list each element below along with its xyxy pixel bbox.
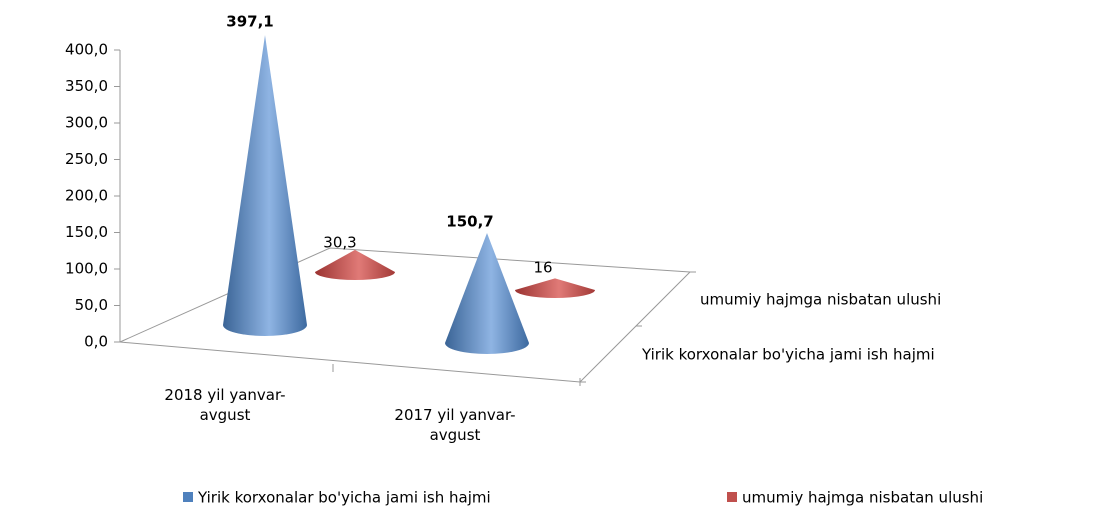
- y-tick-label: 250,0: [65, 150, 108, 168]
- y-tick-label: 200,0: [65, 187, 108, 205]
- legend-label: Yirik korxonalar bo'yicha jami ish hajmi: [197, 489, 491, 507]
- x-tick-label: 2017 yil yanvar-avgust: [394, 406, 516, 444]
- depth-label: umumiy hajmga nisbatan ulushi: [700, 291, 941, 309]
- floor-front: [119, 271, 691, 383]
- data-label: 397,1: [226, 13, 273, 31]
- cone: [445, 232, 529, 354]
- cone: [315, 249, 395, 280]
- floor-back: [119, 247, 691, 343]
- data-label: 16: [533, 259, 552, 277]
- y-tick-label: 350,0: [65, 77, 108, 95]
- y-tick-label: 150,0: [65, 223, 108, 241]
- data-label: 150,7: [446, 213, 493, 231]
- y-tick-label: 300,0: [65, 114, 108, 132]
- depth-label: Yirik korxonalar bo'yicha jami ish hajmi: [641, 346, 935, 364]
- y-tick-label: 0,0: [84, 333, 108, 351]
- cone: [515, 278, 595, 298]
- data-label: 30,3: [323, 234, 356, 252]
- legend-label: umumiy hajmga nisbatan ulushi: [742, 489, 983, 507]
- cone: [223, 35, 307, 336]
- y-tick-label: 50,0: [75, 296, 108, 314]
- y-tick-label: 100,0: [65, 260, 108, 278]
- y-tick-label: 400,0: [65, 41, 108, 59]
- x-tick-label: 2018 yil yanvar-avgust: [164, 386, 286, 424]
- legend-swatch: [727, 492, 737, 502]
- legend-swatch: [183, 492, 193, 502]
